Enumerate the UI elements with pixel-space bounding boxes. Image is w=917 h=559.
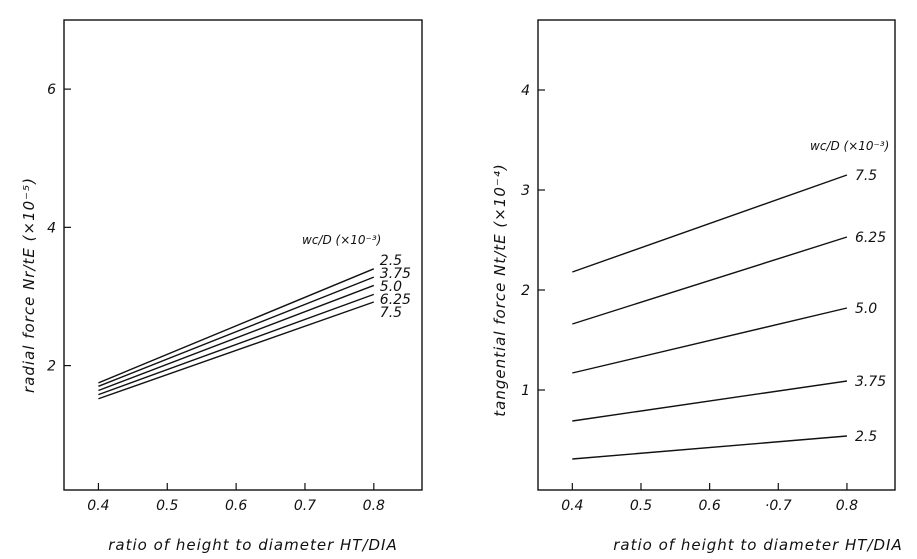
series-label: 3.75 [855,374,886,390]
series-line-7.5 [572,174,848,273]
svg-text:radial force Nr/tE (×10⁻⁵): radial force Nr/tE (×10⁻⁵) [20,177,38,393]
y-axis-label: tangential force Nt/tE (×10⁻⁴) [491,163,509,416]
x-tick-label: 0.6 [225,498,247,514]
tangential-force-chart: tangential force Nt/tE (×10⁻⁴) ratio of … [491,19,902,554]
series-label: 5.0 [855,301,877,317]
series-label: 7.5 [855,168,877,184]
series-line-6.25 [98,293,375,396]
y-tick-label: 3 [521,183,530,199]
y-tick-label: 6 [47,82,56,98]
y-axis-title: tangential force Nt/tE (×10⁻⁴) [491,163,509,416]
x-tick-label: 0.4 [87,498,109,514]
y-axis-label: radial force Nr/tE (×10⁻⁵) [20,177,38,393]
x-tick-label: 0.7 [294,498,316,514]
x-tick-label: 0.5 [630,498,652,514]
series-line-2.5 [98,268,375,384]
series-label: 7.5 [380,305,402,321]
svg-text:tangential force Nt/tE (×10⁻⁴): tangential force Nt/tE (×10⁻⁴) [491,163,509,416]
series-label: 5.0 [380,279,402,295]
y-tick-label: 2 [47,359,56,375]
series-line-7.5 [98,301,375,400]
legend-title: wc/D (×10⁻³) [302,233,381,247]
x-tick-label: 0.5 [156,498,178,514]
series-line-5.0 [98,284,375,392]
series-label: 6.25 [380,292,411,308]
x-tick-label: 0.8 [363,498,385,514]
y-axis-title: radial force Nr/tE (×10⁻⁵) [20,177,38,393]
radial-force-chart: radial force Nr/tE (×10⁻⁵) ratio of heig… [20,19,423,554]
x-tick-label: 0.8 [836,498,858,514]
y-tick-label: 4 [521,83,530,99]
plot-frame [537,19,896,491]
plot-frame [63,19,423,491]
y-tick-label: 4 [47,220,56,236]
legend-title: wc/D (×10⁻³) [810,139,889,153]
series-line-6.25 [572,236,848,325]
x-tick-label: 0.6 [699,498,721,514]
x-tick-label: ·0.7 [765,498,792,514]
series-label: 2.5 [855,429,877,445]
series-line-2.5 [572,435,848,460]
series-line-3.75 [98,276,375,387]
series-label: 3.75 [380,266,411,282]
series-line-5.0 [572,307,848,374]
series-line-3.75 [572,380,848,422]
y-tick-label: 2 [521,283,530,299]
y-tick-label: 1 [521,383,530,399]
x-axis-label: ratio of height to diameter HT/DIA [108,536,397,554]
series-label: 2.5 [380,253,402,269]
x-axis-label: ratio of height to diameter HT/DIA [613,536,902,554]
series-label: 6.25 [855,230,886,246]
x-tick-label: 0.4 [561,498,583,514]
